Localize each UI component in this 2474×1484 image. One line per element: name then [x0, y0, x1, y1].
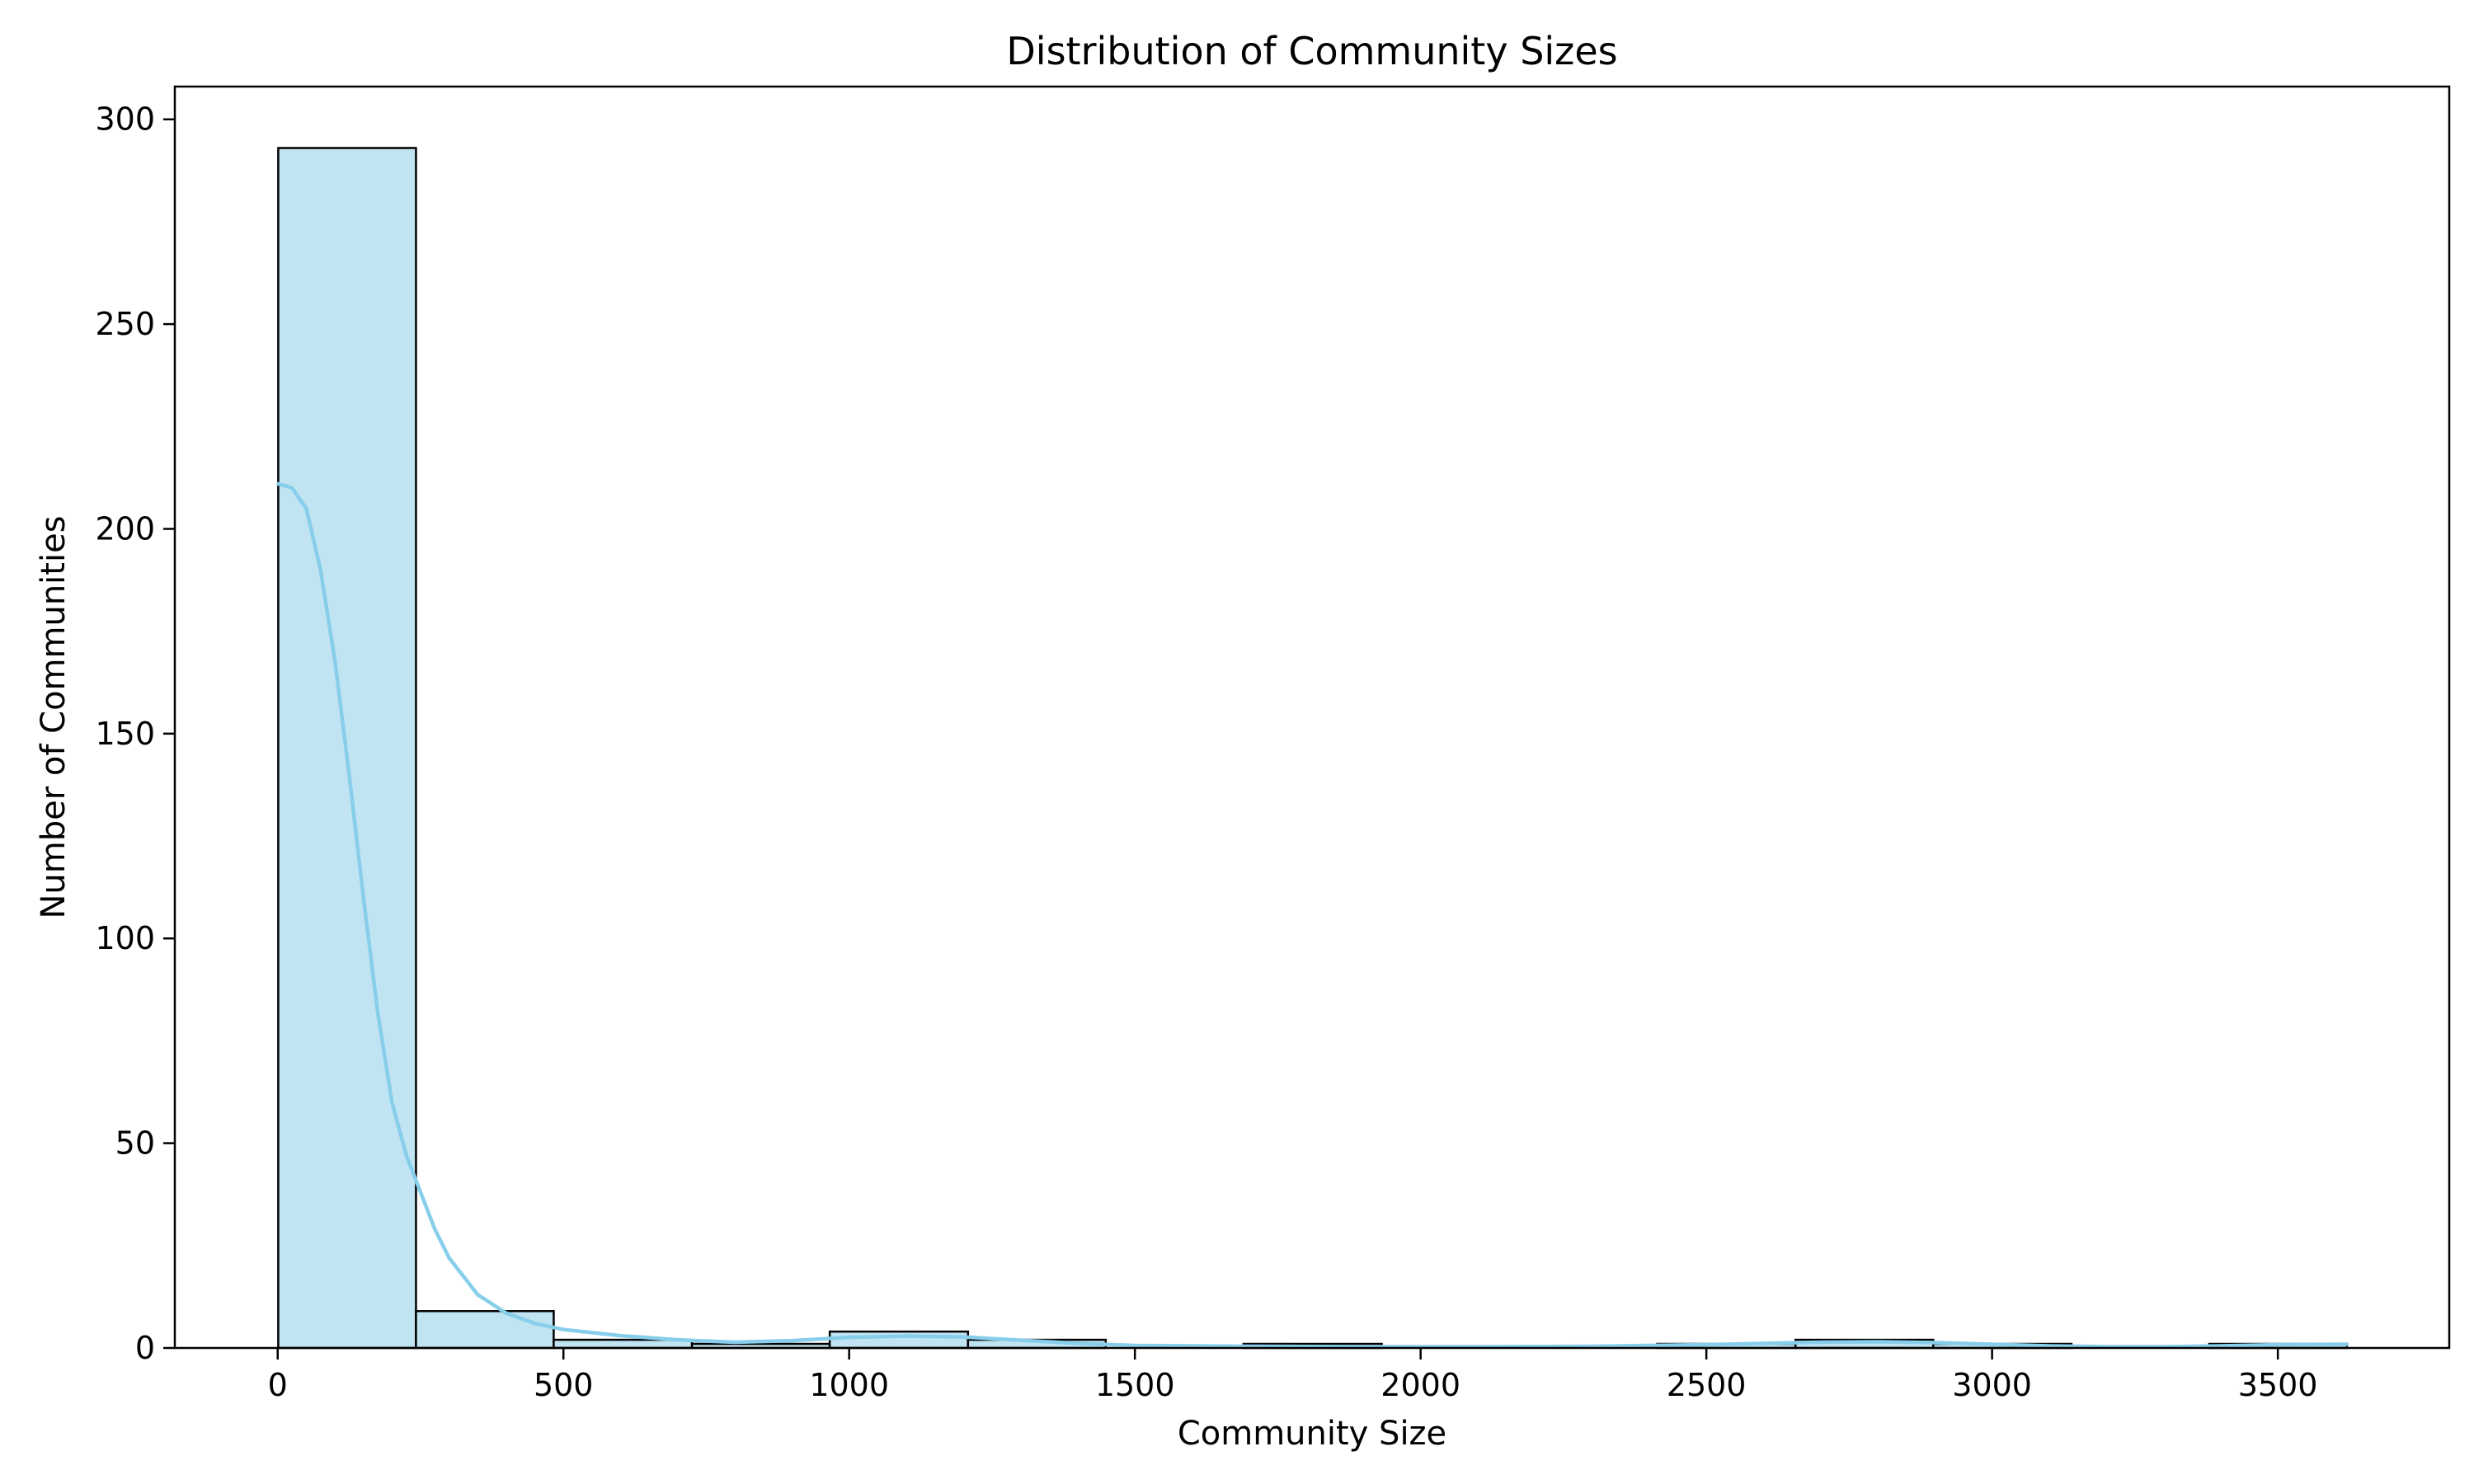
x-axis-label: Community Size	[1178, 1415, 1446, 1453]
x-tick-label: 1500	[1095, 1367, 1175, 1403]
x-tick-label: 2500	[1667, 1367, 1747, 1403]
x-tick-label: 500	[534, 1367, 594, 1403]
y-axis-ticks: 0 50 100 150 200 250 300	[95, 101, 175, 1366]
y-tick-label: 250	[95, 306, 155, 342]
x-tick-label: 1000	[809, 1367, 889, 1403]
x-tick-label: 3500	[2238, 1367, 2318, 1403]
y-axis-label: Number of Communities	[35, 515, 73, 918]
plot-frame	[173, 85, 2451, 1350]
y-tick-label: 0	[135, 1330, 155, 1366]
histogram-bar	[828, 1330, 970, 1350]
y-tick-label: 300	[95, 101, 155, 138]
histogram-bar	[415, 1310, 555, 1350]
x-tick-label: 2000	[1380, 1367, 1460, 1403]
y-tick-label: 200	[95, 510, 155, 547]
y-tick-label: 100	[95, 920, 155, 956]
chart-title: Distribution of Community Sizes	[1006, 29, 1617, 73]
kde-curve	[276, 481, 2349, 1349]
kde-layer	[276, 481, 2349, 1349]
x-tick-label: 0	[268, 1367, 288, 1403]
x-axis-ticks: 0 500 1000 1500 2000 2500 3000 3500	[268, 1348, 2318, 1403]
y-tick-label: 150	[95, 716, 155, 752]
y-tick-label: 50	[115, 1125, 155, 1162]
x-tick-label: 3000	[1952, 1367, 2032, 1403]
